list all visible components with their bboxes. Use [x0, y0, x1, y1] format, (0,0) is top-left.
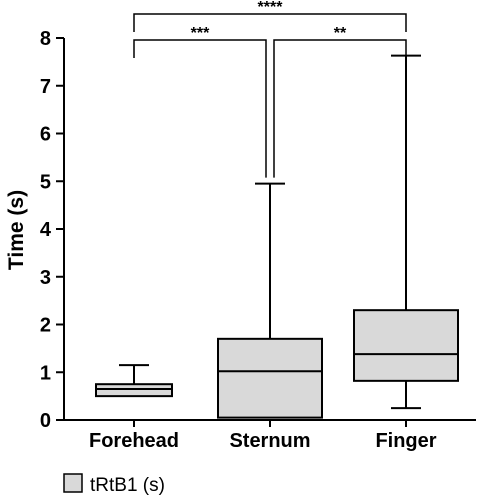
- box-finger: [353, 54, 459, 410]
- y-tick-label: 4: [40, 219, 52, 241]
- y-tick-label: 8: [40, 28, 51, 50]
- x-tick-label: Forehead: [89, 430, 179, 452]
- legend-swatch: [63, 473, 83, 493]
- significance-label: **: [334, 25, 347, 42]
- y-tick-label: 2: [40, 315, 51, 337]
- y-tick-label: 7: [40, 76, 51, 98]
- y-tick-label: 0: [40, 410, 51, 432]
- significance-bracket: **: [273, 25, 407, 178]
- box-iqr: [95, 383, 173, 398]
- significance-bracket: ****: [133, 0, 407, 32]
- legend: tRtB1 (s): [63, 473, 165, 496]
- y-tick-label: 3: [40, 267, 51, 289]
- x-tick-label: Finger: [375, 430, 436, 452]
- y-tick-label: 5: [40, 171, 51, 193]
- y-tick-label: 6: [40, 124, 51, 146]
- y-tick-label: 1: [40, 362, 51, 384]
- box-sternum: [217, 182, 323, 419]
- y-axis: 0 1 2 3 4 5 6 7 8: [40, 28, 65, 432]
- significance-bracket: ***: [133, 25, 267, 178]
- x-axis: Forehead Sternum Finger: [64, 419, 476, 452]
- x-tick-label: Sternum: [229, 430, 310, 452]
- y-axis-label: Time (s): [5, 190, 28, 270]
- bracket-line: [273, 39, 407, 178]
- legend-label: tRtB1 (s): [90, 475, 165, 496]
- significance-brackets: ******* **: [133, 0, 407, 178]
- significance-label: ****: [258, 0, 284, 16]
- bracket-line: [133, 39, 267, 178]
- boxes: [95, 54, 459, 419]
- box-forehead: [95, 364, 173, 398]
- significance-label: ***: [191, 25, 210, 42]
- box-iqr: [217, 337, 323, 419]
- bracket-line: [133, 13, 407, 32]
- box-iqr: [353, 309, 459, 382]
